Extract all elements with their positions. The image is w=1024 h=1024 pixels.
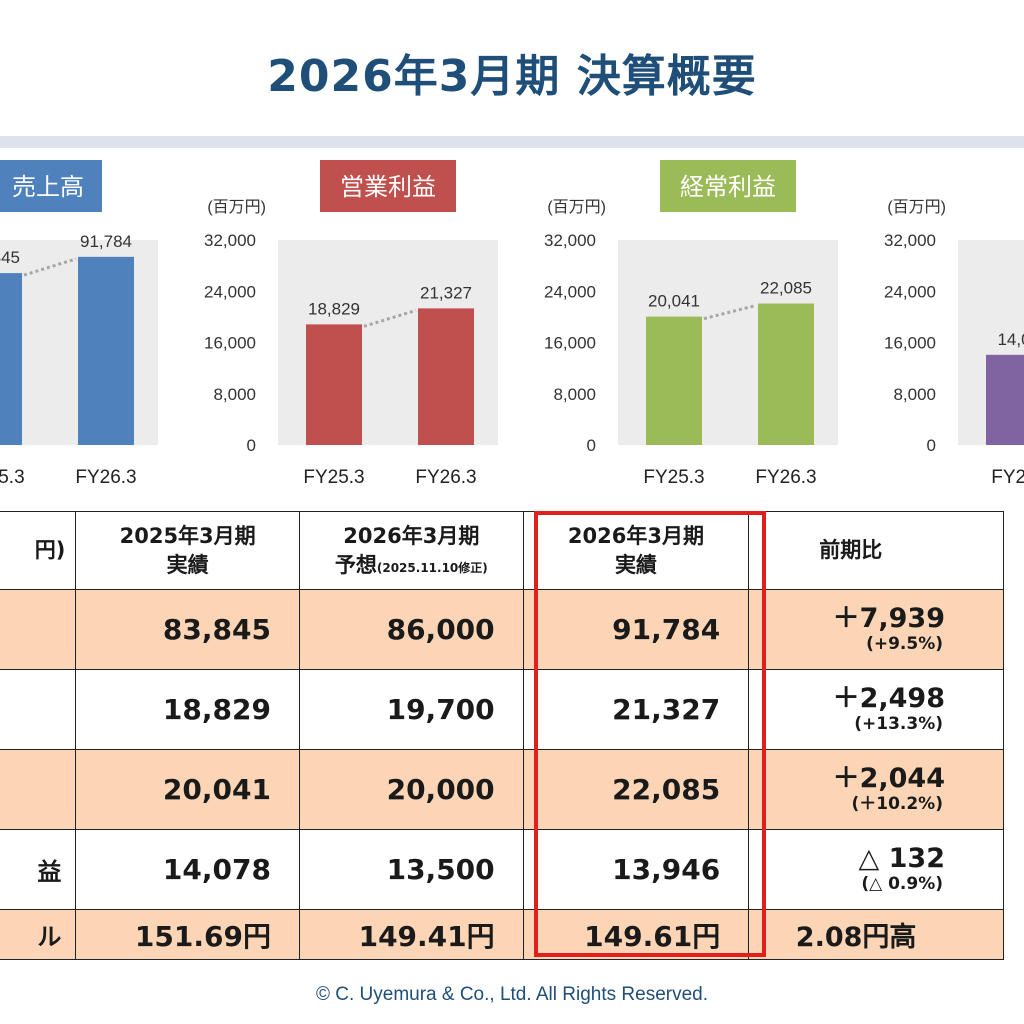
change-value: ＋2,044 [832, 762, 945, 794]
forecast-value: 149.41円 [298, 909, 524, 960]
change-percent: (+9.5%) [866, 634, 943, 655]
change-cell: △ 132 (△ 0.9%) [748, 829, 1004, 910]
copyright-text: © C. Uyemura & Co., Ltd. All Rights Rese… [315, 984, 709, 1005]
fy26-value: 13,946 [522, 829, 750, 910]
fy26-header: 2026年3月期 実績 [522, 511, 750, 590]
fy26-value: 21,327 [522, 669, 750, 750]
y-tick-label: 24,000 [884, 282, 936, 301]
y-tick-label: 16,000 [544, 334, 596, 353]
trend-line [703, 304, 757, 321]
change-value: ＋7,939 [832, 602, 945, 634]
data-label: 20,041 [648, 292, 700, 311]
financial-summary-table: 円) 2025年3月期 実績 2026年3月期 予想(2025.11.10修正) … [0, 511, 1004, 960]
fy26-value: 91,784 [522, 589, 750, 670]
chart-title-box [660, 160, 796, 212]
chart-title: 営業利益 [340, 174, 436, 201]
bar [0, 273, 22, 445]
header-divider [0, 136, 1024, 148]
x-tick-label: FY26.3 [755, 467, 816, 488]
row-label [0, 749, 77, 830]
data-label: 91,784 [80, 232, 132, 251]
fy25-value: 83,845 [75, 589, 300, 670]
x-tick-label: FY26.3 [415, 467, 476, 488]
bar [78, 256, 134, 445]
bar [306, 324, 362, 445]
fy25-header: 2025年3月期 実績 [75, 511, 300, 590]
y-tick-label: 24,000 [544, 282, 596, 301]
row-label: 益 [0, 829, 77, 910]
unit-header: 円) [0, 511, 77, 590]
x-tick-label: FY25.3 [643, 467, 704, 488]
change-value: 2.08円高 [748, 909, 1004, 960]
bar [758, 303, 814, 445]
forecast-value: 19,700 [298, 669, 524, 750]
y-tick-label: 0 [247, 436, 256, 455]
forecast-value: 20,000 [298, 749, 524, 830]
y-tick-label: 32,000 [544, 231, 596, 250]
x-tick-label: FY25.3 [303, 467, 364, 488]
data-label: 14,0 [997, 330, 1024, 349]
y-tick-label: 8,000 [213, 385, 256, 404]
bar [646, 316, 702, 445]
change-cell: ＋2,498 (+13.3%) [748, 669, 1004, 750]
y-axis-unit-label: (百万円) [207, 199, 266, 216]
y-tick-label: 24,000 [204, 282, 256, 301]
change-value: ＋2,498 [832, 682, 945, 714]
change-value: △ 132 [858, 842, 945, 874]
table-row: 20,041 20,000 22,085 ＋2,044 (＋10.2%) [0, 749, 1004, 830]
bar [986, 354, 1024, 445]
chart-title-box [0, 160, 102, 212]
y-tick-label: 16,000 [884, 334, 936, 353]
table-row: 83,845 86,000 91,784 ＋7,939 (+9.5%) [0, 589, 1004, 670]
y-tick-label: 0 [587, 436, 596, 455]
fy26-value: 22,085 [522, 749, 750, 830]
forecast-header: 2026年3月期 予想(2025.11.10修正) [298, 511, 524, 590]
change-cell: ＋7,939 (+9.5%) [748, 589, 1004, 670]
fy25-value: 18,829 [75, 669, 300, 750]
row-label: ル [0, 909, 77, 960]
chart-title-box [320, 160, 456, 212]
y-tick-label: 8,000 [893, 385, 936, 404]
exchange-rate-row: ル 151.69円 149.41円 149.61円 2.08円高 [0, 909, 1004, 960]
y-tick-label: 32,000 [204, 231, 256, 250]
forecast-value: 13,500 [298, 829, 524, 910]
table-row: 益 14,078 13,500 13,946 △ 132 (△ 0.9%) [0, 829, 1004, 910]
table-row: 18,829 19,700 21,327 ＋2,498 (+13.3%) [0, 669, 1004, 750]
fy25-value: 20,041 [75, 749, 300, 830]
forecast-value: 86,000 [298, 589, 524, 670]
data-label: 22,085 [760, 279, 812, 298]
fy25-value: 14,078 [75, 829, 300, 910]
x-tick-label: FY26.3 [75, 467, 136, 488]
y-tick-label: 32,000 [884, 231, 936, 250]
row-label [0, 589, 77, 670]
x-tick-label: FY25 [991, 467, 1024, 488]
change-percent: (＋10.2%) [851, 794, 943, 815]
chart-title: 経常利益 [680, 174, 776, 201]
charts-area: 売上高 83,845 FY25.3 91,784 FY26.3 0 8,000 16,000 2… [0, 160, 1024, 488]
x-tick-label: FY25.3 [0, 467, 25, 488]
data-label: 21,327 [420, 283, 472, 302]
data-label: 18,829 [308, 299, 360, 318]
change-percent: (△ 0.9%) [861, 874, 943, 895]
bar [418, 308, 474, 445]
fy25-value: 151.69円 [75, 909, 300, 960]
fy26-value: 149.61円 [522, 909, 750, 960]
y-tick-label: 16,000 [204, 334, 256, 353]
change-percent: (+13.3%) [854, 714, 943, 735]
page-title: 2026年3月期 決算概要 [267, 51, 757, 102]
y-axis-unit-label: (百万円) [547, 199, 606, 216]
change-header: 前期比 [748, 511, 1004, 590]
chart-title: 売上高 [12, 174, 84, 201]
change-cell: ＋2,044 (＋10.2%) [748, 749, 1004, 830]
row-label [0, 669, 77, 750]
y-tick-label: 0 [927, 436, 936, 455]
data-label: 83,845 [0, 248, 20, 267]
table-header-row: 円) 2025年3月期 実績 2026年3月期 予想(2025.11.10修正) … [0, 511, 1004, 590]
y-axis-unit-label: (百万円) [887, 199, 946, 216]
y-tick-label: 8,000 [553, 385, 596, 404]
